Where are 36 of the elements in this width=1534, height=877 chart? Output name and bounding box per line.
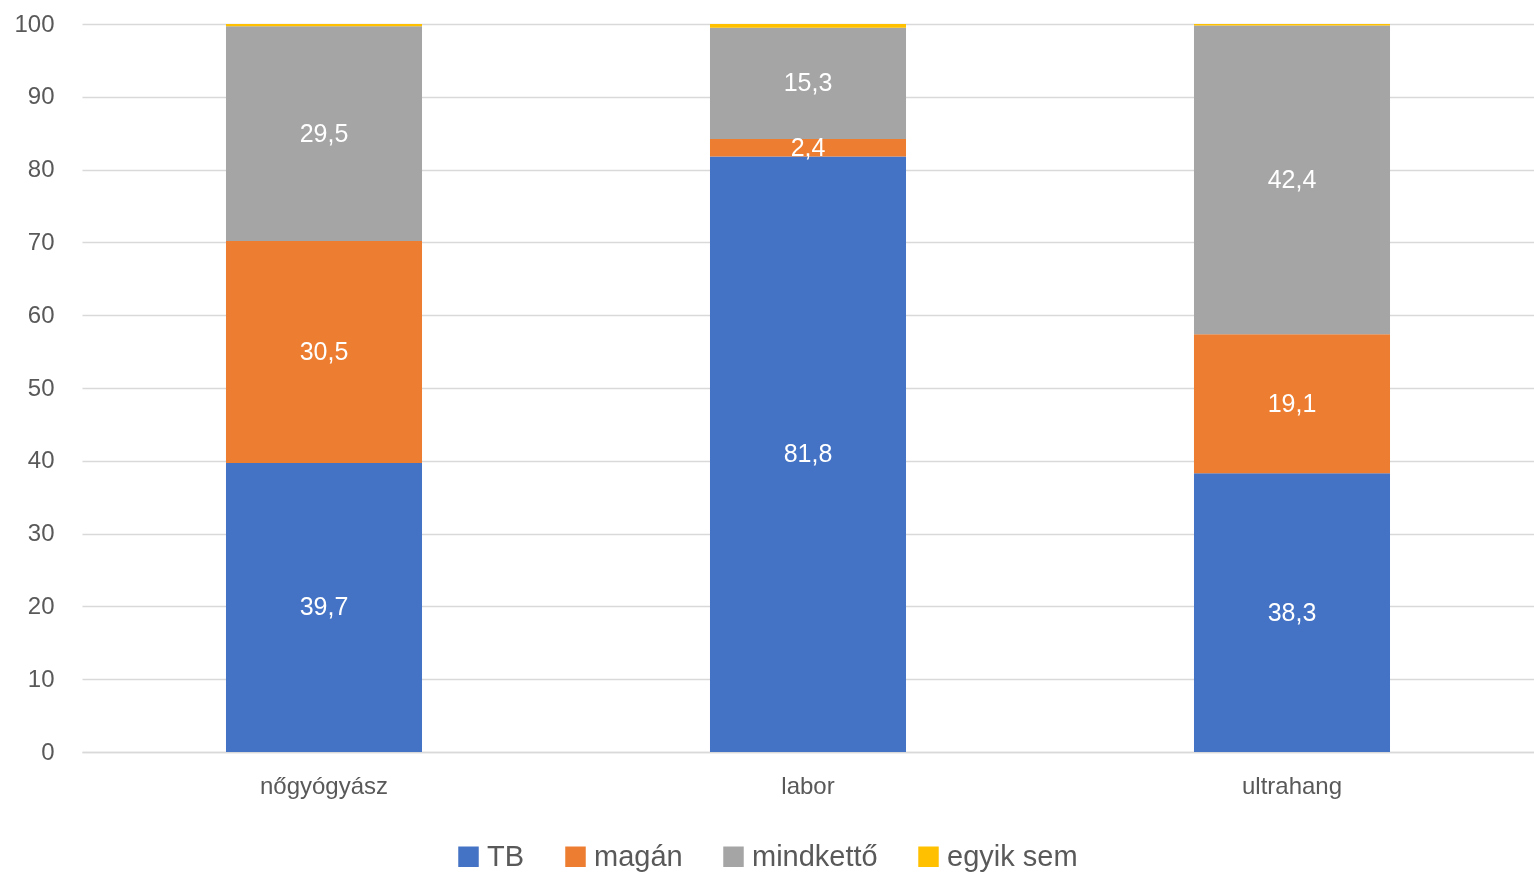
legend-label: egyik sem [947, 839, 1078, 872]
x-tick-label: nőgyógyász [259, 771, 389, 799]
data-label: 29,5 [299, 118, 349, 147]
data-label: 42,4 [1267, 164, 1317, 193]
bar [225, 26, 423, 241]
bar [1193, 25, 1391, 335]
bar [225, 24, 423, 27]
legend-label: magán [594, 839, 683, 872]
x-tick-label: ultrahang [1241, 771, 1343, 799]
data-label: 38,3 [1267, 597, 1317, 626]
bar [225, 462, 423, 752]
y-tick-label: 50 [27, 373, 55, 401]
y-tick-label: 40 [27, 446, 55, 474]
y-tick-label: 90 [27, 82, 55, 110]
y-tick-label: 30 [27, 519, 55, 547]
y-tick-label: 60 [27, 300, 55, 328]
legend-label: mindkettő [752, 839, 878, 872]
bar [709, 24, 907, 28]
bar [709, 27, 907, 140]
data-label: 15,3 [783, 68, 833, 97]
bar [1193, 473, 1391, 752]
y-tick-label: 100 [14, 9, 55, 37]
y-tick-label: 20 [27, 591, 55, 619]
data-label: 30,5 [299, 336, 349, 365]
x-tick-label: labor [781, 771, 835, 799]
data-label: 19,1 [1267, 388, 1317, 417]
data-label: 2,4 [790, 132, 826, 161]
data-label: 81,8 [783, 439, 833, 468]
y-tick-label: 70 [27, 227, 55, 255]
bar [1193, 334, 1391, 474]
y-tick-label: 10 [27, 664, 55, 692]
y-tick-label: 0 [41, 737, 55, 765]
y-tick-label: 80 [27, 155, 55, 183]
data-label: 39,7 [299, 592, 349, 621]
bar [225, 240, 423, 463]
legend-label: TB [487, 839, 525, 872]
